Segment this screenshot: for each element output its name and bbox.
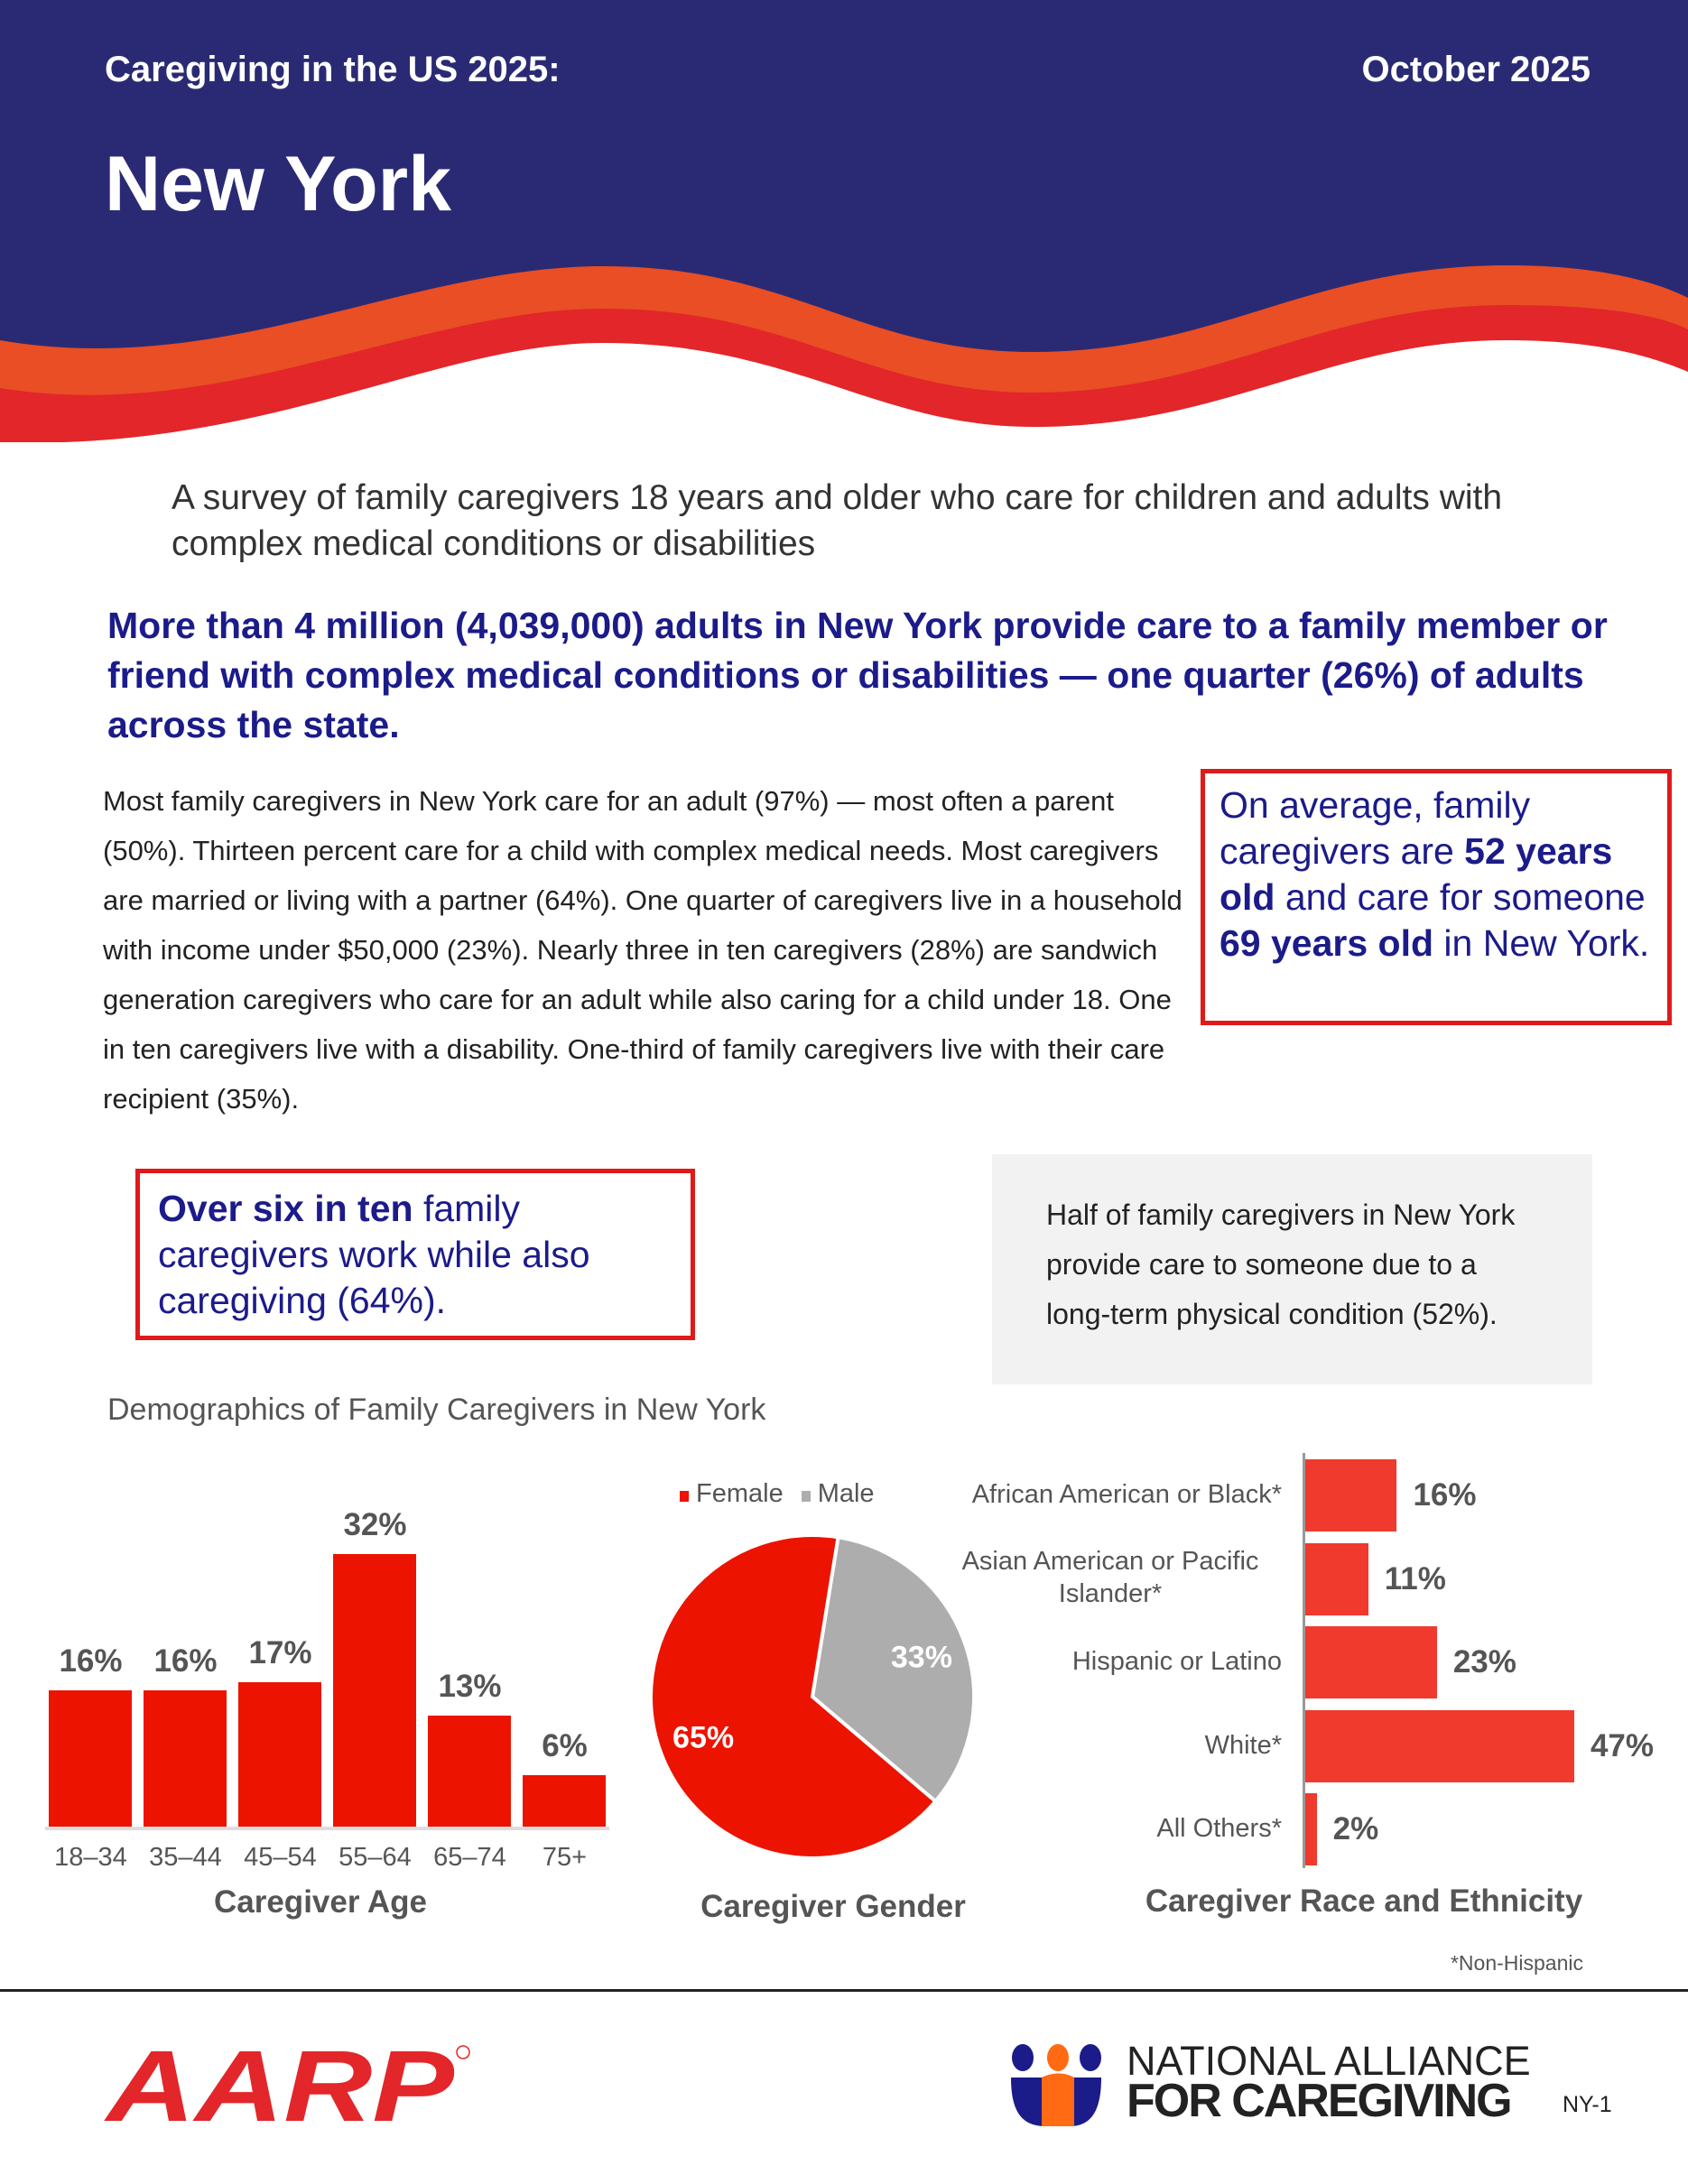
callout-bold: 52 years old [1220,830,1613,918]
race-bar [1305,1542,1368,1615]
report-subtitle: Caregiving in the US 2025: [105,50,561,89]
age-tick-label: 18–34 [54,1843,127,1872]
footnote: *Non-Hispanic [1450,1951,1583,1975]
report-date: October 2025 [1361,50,1591,89]
race-category-label: African American or Black* [971,1480,1282,1509]
race-bar [1305,1793,1317,1865]
age-tick-label: 55–64 [339,1843,412,1872]
age-data-label: 16% [153,1643,218,1679]
headline: More than 4 million (4,039,000) adults i… [107,605,1608,745]
age-tick-label: 75+ [542,1843,588,1872]
nac-logo-line2: FOR CAREGIVING [1127,2075,1513,2127]
gender-pie: 33% 65% [649,1533,976,1860]
age-chart-title: Caregiver Age [213,1884,428,1920]
age-data-label: 17% [248,1634,312,1670]
callout-text: and care for someone [1275,876,1646,918]
demographics-title: Demographics of Family Caregivers in New… [107,1393,766,1427]
pie-slice-female [649,1533,939,1860]
race-category-label: White* [1204,1730,1282,1760]
race-data-label: 16% [1413,1477,1477,1513]
race-bar [1305,1459,1397,1532]
race-chart-title: Caregiver Race and Ethnicity [1145,1883,1583,1919]
legend-swatch [680,1491,689,1502]
race-data-label: 23% [1452,1644,1516,1680]
legend-swatch [801,1491,811,1502]
age-data-label: 6% [542,1728,588,1764]
age-axis-line [45,1827,609,1830]
age-bar [49,1689,132,1827]
race-bar [1305,1709,1574,1782]
age-bar [144,1689,227,1827]
age-data-label: 32% [343,1506,407,1542]
age-bar [238,1681,321,1827]
nac-people-icon [1011,2044,1101,2126]
age-tick-label: 65–74 [433,1843,506,1872]
page-id: NY-1 [1563,2092,1612,2117]
age-tick-label: 35–44 [149,1843,222,1872]
legend-label: Female [696,1479,784,1508]
legend-label: Male [817,1479,875,1508]
svg-text:AARP: AARP [103,2041,454,2127]
race-data-label: 47% [1590,1727,1655,1763]
pie-data-label: 65% [672,1721,734,1755]
legend-male: Male [801,1479,875,1509]
average-age-callout: On average, family caregivers are 52 yea… [1201,769,1672,1025]
legend-female: Female [680,1479,784,1509]
race-data-label: 2% [1332,1811,1379,1846]
header-banner [0,0,1688,442]
work-callout: Over six in ten family caregivers work w… [135,1169,695,1340]
age-bar [523,1775,606,1827]
aarp-logo: AARP [103,2041,470,2127]
gender-chart-title: Caregiver Gender [700,1889,966,1924]
callout-text: in New York. [1433,922,1650,964]
race-data-label: 11% [1384,1560,1446,1596]
nac-logo-line1: NATIONAL ALLIANCE [1127,2038,1531,2084]
gender-legend: Female Male [680,1479,875,1509]
nac-logo-text: NATIONAL ALLIANCE FOR CAREGIVING [1127,2038,1531,2127]
age-data-label: 16% [59,1643,123,1679]
race-category-label: Asian American or Pacific Islander* [961,1546,1259,1608]
pie-data-label: 33% [891,1640,952,1674]
age-bar [428,1716,511,1827]
page-title: New York [105,141,451,227]
pie-slice-male [810,1534,976,1804]
callout-bold: 69 years old [1220,922,1434,964]
intro-text: A survey of family caregivers 18 years a… [172,478,1503,563]
race-bar [1305,1626,1437,1698]
age-data-label: 13% [438,1669,502,1705]
condition-callout: Half of family caregivers in New York pr… [992,1154,1592,1384]
callout-bold: Over six in ten [158,1188,413,1229]
race-axis-line [1303,1453,1305,1868]
race-category-label: Hispanic or Latino [1071,1647,1282,1676]
race-category-label: All Others* [1156,1814,1282,1843]
body-paragraph: Most family caregivers in New York care … [103,785,1183,1115]
age-bar [333,1553,416,1827]
callout-text: On average, family caregivers are [1220,784,1531,872]
divider [0,1989,1688,1992]
age-tick-label: 45–54 [244,1843,317,1872]
callout-text: family caregivers work while also caregi… [158,1188,590,1321]
